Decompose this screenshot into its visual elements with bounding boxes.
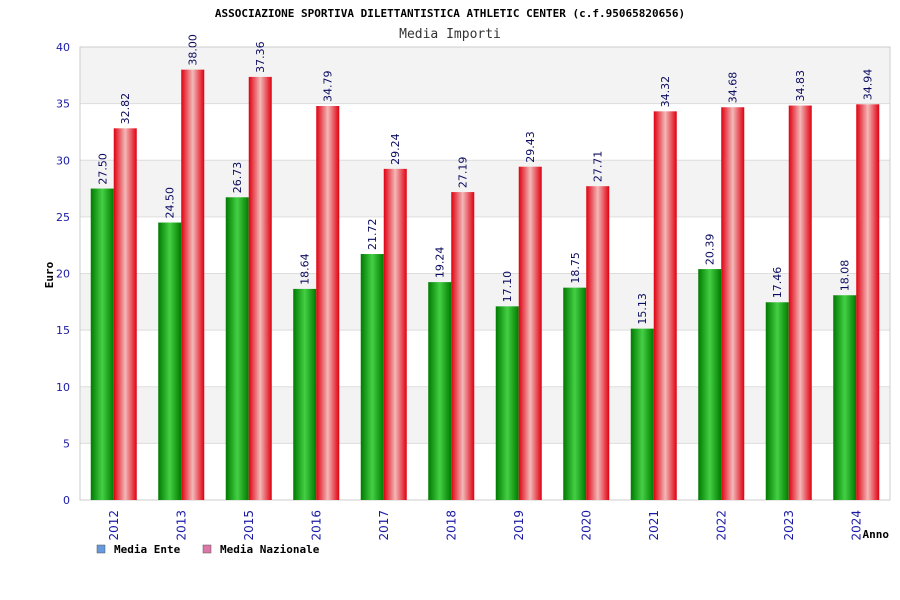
data-label: 38.00 [187, 34, 200, 66]
data-label: 17.10 [501, 271, 514, 303]
data-label: 27.50 [96, 153, 109, 185]
chart-title: ASSOCIAZIONE SPORTIVA DILETTANTISTICA AT… [215, 7, 685, 20]
bar-media-ente [765, 302, 789, 500]
bar-media-ente [158, 222, 182, 500]
bar-media-nazionale [586, 186, 610, 500]
bar-media-ente [360, 254, 384, 500]
y-axis-label: Euro [43, 261, 56, 288]
data-label: 29.24 [389, 133, 402, 165]
x-tick-label: 2012 [107, 510, 121, 541]
y-tick-label: 30 [56, 154, 70, 167]
data-label: 18.64 [299, 253, 312, 285]
x-tick-label: 2018 [444, 510, 458, 541]
data-label: 24.50 [164, 187, 177, 219]
bar-media-ente [833, 295, 857, 500]
bar-media-ente [495, 306, 519, 500]
plot-band [80, 103, 890, 161]
bar-media-nazionale [181, 69, 205, 501]
data-label: 29.43 [524, 131, 537, 163]
bars: 27.50 32.82 24.50 38.00 26.73 37.36 18.64 34.79… [90, 34, 880, 501]
plot-band [80, 160, 890, 217]
chart-subtitle: Media Importi [399, 27, 501, 42]
x-axis-ticks: 2012 2013 2015 2016 2017 2018 2019 2020 2021 2022… [107, 510, 864, 541]
bar-media-ente [428, 282, 452, 500]
bar-media-nazionale [113, 128, 137, 500]
x-tick-label: 2024 [849, 510, 863, 541]
plot-band [80, 47, 890, 104]
y-tick-label: 35 [56, 98, 70, 111]
y-tick-label: 0 [63, 494, 70, 507]
x-tick-label: 2021 [647, 510, 661, 541]
y-tick-label: 20 [56, 268, 70, 281]
y-tick-label: 5 [63, 437, 70, 450]
data-label: 34.79 [322, 71, 335, 103]
x-tick-label: 2020 [579, 510, 593, 541]
legend: Media Ente Media Nazionale [96, 543, 320, 556]
data-label: 18.08 [839, 260, 852, 292]
x-tick-label: 2013 [174, 510, 188, 541]
y-axis-ticks: 0 5 10 15 20 25 30 35 40 [56, 41, 70, 507]
bar-media-ente [293, 288, 317, 500]
plot-band [80, 386, 890, 444]
data-label: 27.71 [592, 151, 605, 183]
plot-border [79, 46, 891, 501]
bar-media-ente [563, 287, 587, 500]
data-label: 37.36 [254, 41, 267, 73]
bar-media-nazionale [653, 111, 677, 501]
bar-media-ente [630, 328, 654, 500]
plot-band [80, 216, 890, 274]
x-tick-label: 2015 [242, 510, 256, 541]
x-tick-label: 2022 [714, 510, 728, 541]
data-label: 21.72 [366, 219, 379, 251]
bar-media-nazionale [856, 104, 880, 500]
y-tick-label: 10 [56, 381, 70, 394]
bar-media-nazionale [316, 106, 340, 501]
plot-band [80, 273, 890, 331]
x-tick-label: 2019 [512, 510, 526, 541]
x-tick-label: 2017 [377, 510, 391, 541]
data-label: 34.32 [659, 76, 672, 108]
x-tick-label: 2016 [309, 510, 323, 541]
legend-label-media-ente: Media Ente [114, 543, 181, 556]
data-label: 32.82 [119, 93, 132, 125]
bar-media-nazionale [451, 192, 475, 501]
data-label: 34.83 [794, 70, 807, 102]
plot-band [80, 443, 890, 500]
data-label: 34.94 [862, 69, 875, 101]
plot-background [79, 46, 891, 501]
bar-media-ente [698, 269, 722, 500]
bar-media-nazionale [721, 107, 745, 501]
bar-media-nazionale [383, 168, 407, 500]
bar-media-nazionale [248, 76, 272, 500]
legend-label-media-nazionale: Media Nazionale [220, 543, 320, 556]
bar-media-ente [90, 188, 114, 500]
data-label: 17.46 [771, 267, 784, 299]
data-label: 27.19 [457, 157, 470, 189]
legend-swatch-media-ente [96, 544, 106, 554]
data-label: 19.24 [434, 247, 447, 279]
y-tick-label: 40 [56, 41, 70, 54]
x-tick-label: 2023 [782, 510, 796, 541]
data-label: 34.68 [727, 72, 740, 104]
data-label: 26.73 [231, 162, 244, 194]
bar-media-nazionale [518, 166, 542, 500]
plot-band [80, 330, 890, 387]
data-label: 20.39 [704, 234, 717, 266]
bar-media-ente [225, 197, 249, 500]
y-tick-label: 15 [56, 324, 70, 337]
data-label: 18.75 [569, 252, 582, 284]
legend-swatch-media-nazionale [202, 544, 212, 554]
y-tick-label: 25 [56, 211, 70, 224]
data-label: 15.13 [636, 293, 649, 325]
x-axis-label: Anno [863, 528, 890, 541]
bar-media-nazionale [788, 105, 812, 501]
